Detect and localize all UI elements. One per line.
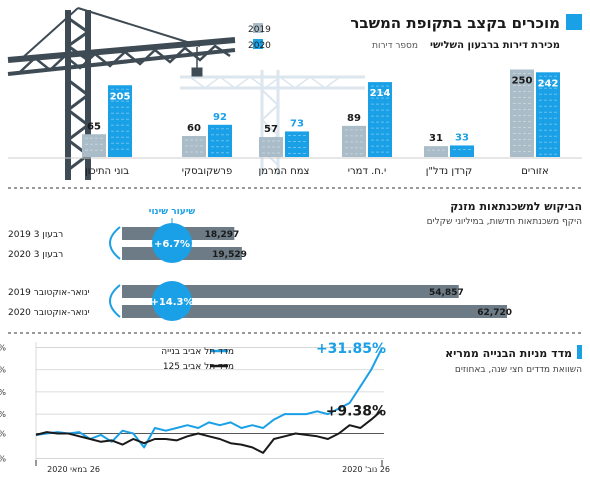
index-section-heading: מדד מניות הבנייה ממריא השוואת מדדים חצי …	[445, 345, 582, 375]
category-label: בוני התיכון	[85, 166, 129, 177]
change-arc	[109, 284, 121, 318]
bar-value-2020: 242	[538, 78, 559, 89]
bar-2020	[285, 131, 309, 157]
change-rate-label: שיעור שינוי	[149, 207, 196, 217]
series-line-tlv-125	[35, 409, 383, 454]
category-label: קרדן נדל"ן	[426, 166, 473, 177]
series-end-label: +9.38%	[326, 403, 386, 419]
mortgage-bar-value: 19,529	[212, 250, 247, 260]
y-tick-label: 24%	[0, 366, 6, 375]
mortgage-row-label: רבעון 3 2020	[8, 250, 63, 260]
mortgage-bar-value: 54,857	[429, 288, 464, 298]
y-tick-label: 1%	[0, 430, 6, 439]
page-title: מוכרים בקצב בתקופת המשבר	[350, 14, 560, 32]
bar-value-2020: 92	[213, 112, 227, 123]
legend-2020-label: 2020	[248, 41, 271, 51]
bar-2019	[182, 136, 206, 157]
category-label: פרשקובסקי	[182, 166, 232, 177]
sales-subtitle: מכירת דירות ברבעון השלישי	[430, 40, 560, 51]
mortgage-title: הביקוש למשכנתאות מזנק	[450, 200, 582, 213]
y-tick-label: 16%	[0, 388, 6, 397]
year-legend: 2019 2020	[248, 23, 271, 51]
bar-2020	[208, 124, 232, 157]
change-circle	[152, 223, 192, 263]
bar-value-2020: 73	[290, 118, 304, 129]
bar-2019	[342, 125, 366, 157]
y-tick-label: -8%	[0, 454, 6, 463]
mortgage-bar-value: 62,720	[477, 308, 512, 318]
bar-value-2019: 89	[347, 113, 361, 124]
bar-value-2019: 57	[264, 124, 278, 135]
change-value: +6.7%	[154, 239, 190, 250]
bar-2019	[424, 146, 448, 157]
index-line-chart: 32% 24% 16% 8% 1% -8% 26 במאי 2020 26 נוב' 2020…	[0, 341, 390, 474]
bar-value-2019: 31	[429, 133, 443, 144]
sales-bar-chart: 250 242 אזורים 31 33 קרדן נדל"ן 89 214 י.ח. דמרי…	[8, 69, 582, 177]
change-circle	[152, 281, 192, 321]
mortgage-bar-value: 18,297	[205, 230, 240, 240]
legend-label: מדד תל אביב בנייה	[161, 347, 234, 357]
mortgage-row-label: ינואר-אוקטובר 2019	[8, 288, 90, 298]
mortgage-row-label: ינואר-אוקטובר 2020	[8, 308, 90, 318]
bar-2020	[450, 145, 474, 157]
bar-value-2020: 33	[455, 132, 469, 143]
mortgage-row-label: רבעון 3 2019	[8, 230, 63, 240]
category-label: אזורים	[521, 166, 548, 177]
legend-2019-swatch	[253, 23, 263, 33]
bar-value-2020: 214	[370, 88, 391, 99]
ghost-crane-icon	[180, 70, 365, 175]
bar-2020	[368, 82, 392, 157]
index-accent-marker	[577, 345, 582, 359]
bar-2019	[510, 69, 534, 157]
bar-2020	[108, 85, 132, 157]
legend-2019-label: 2019	[248, 25, 271, 35]
legend-label: מדד תל אביב 125	[163, 362, 234, 372]
category-label: י.ח. דמרי	[348, 166, 386, 177]
mortgage-bar	[122, 305, 507, 318]
series-end-label: +31.85%	[316, 341, 386, 357]
bar-value-2019: 65	[87, 121, 101, 132]
bar-2019	[259, 137, 283, 157]
bar-2020	[536, 72, 560, 157]
bar-2019	[82, 134, 106, 157]
bar-value-2019: 60	[187, 123, 201, 134]
change-arc	[109, 226, 121, 260]
change-value: +14.3%	[150, 297, 193, 308]
index-subtitle: השוואת מדדים חצי שנה, באחוזים	[455, 365, 582, 375]
mortgage-subtitle: היקף משכנתאות חדשות, במיליוני שקלים	[427, 217, 583, 227]
category-label: צמח המרמן	[259, 166, 310, 177]
x-label-start: 26 במאי 2020	[47, 465, 100, 474]
sales-subtitle-unit: מספר דירות	[372, 41, 418, 51]
index-title: מדד מניות הבנייה ממריא	[445, 347, 572, 360]
y-tick-label: 8%	[0, 410, 6, 419]
bar-value-2019: 250	[512, 76, 533, 87]
mortgage-bar	[122, 285, 459, 298]
title-accent-marker	[566, 14, 582, 30]
bar-value-2020: 205	[110, 91, 131, 102]
mortgage-bar-chart: 18,297 רבעון 3 2019 19,529 רבעון 3 2020 54,8…	[8, 207, 512, 321]
header-title-block: מוכרים בקצב בתקופת המשבר מכירת דירות ברב…	[350, 14, 582, 51]
y-tick-label: 32%	[0, 344, 6, 353]
crane-icon	[7, 7, 236, 180]
series-line-tlv-construction	[35, 347, 383, 449]
legend-2020-swatch	[253, 39, 263, 49]
mortgage-section-heading: הביקוש למשכנתאות מזנק היקף משכנתאות חדשו…	[427, 200, 583, 227]
x-label-end: 26 נוב' 2020	[342, 465, 390, 474]
crane-illustration	[7, 7, 365, 180]
